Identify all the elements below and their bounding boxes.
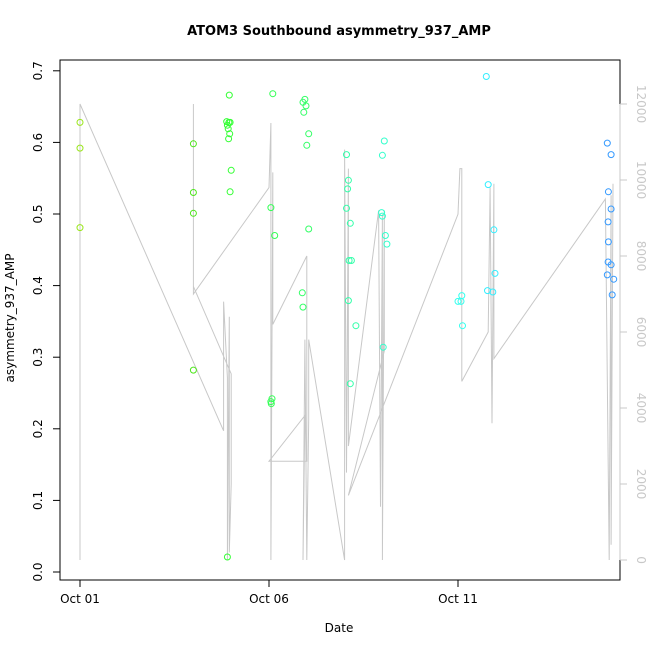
data-point (346, 219, 354, 227)
y2-tick-label: 12000 (634, 85, 648, 123)
data-point (457, 297, 465, 305)
y2-tick-label: 6000 (634, 317, 648, 348)
y2-tick-label: 10000 (634, 161, 648, 199)
data-point (189, 209, 197, 217)
y-tick-label: 0.5 (31, 204, 45, 223)
x-tick-label: Oct 06 (249, 592, 289, 606)
data-point (303, 141, 311, 149)
data-point (604, 188, 612, 196)
data-point (269, 90, 277, 98)
data-point (378, 212, 386, 220)
data-point (608, 291, 616, 299)
data-point (383, 240, 391, 248)
data-point (344, 297, 352, 305)
y-tick-label: 0.4 (31, 276, 45, 295)
y2-tick-label: 2000 (634, 469, 648, 500)
series-line-path (79, 103, 614, 561)
data-point (344, 185, 352, 193)
data-point (227, 166, 235, 174)
y-axis-left: 0.0 0.1 0.2 0.3 0.4 0.5 0.6 0.7 (31, 61, 61, 582)
y-tick-label: 0.6 (31, 133, 45, 152)
x-tick-label: Oct 01 (60, 592, 100, 606)
y-tick-label: 0.7 (31, 61, 45, 80)
data-point (345, 257, 353, 264)
data-point (379, 343, 387, 351)
data-point (224, 125, 232, 133)
data-point (607, 205, 615, 213)
data-point (226, 118, 234, 126)
data-point (267, 400, 275, 408)
data-point (271, 232, 279, 239)
data-point (603, 139, 611, 147)
y2-tick-label: 8000 (634, 241, 648, 272)
y-tick-label: 0.1 (31, 491, 45, 510)
data-point (226, 188, 234, 196)
data-point (378, 151, 386, 159)
data-point (346, 380, 354, 388)
x-axis: Oct 01 Oct 06 Oct 11 (60, 579, 478, 606)
data-point (76, 118, 84, 126)
data-point (381, 232, 389, 239)
data-point (189, 366, 197, 374)
data-point (489, 288, 497, 296)
data-point (305, 130, 313, 138)
data-point (607, 261, 615, 269)
data-point (305, 225, 313, 233)
data-point (454, 297, 462, 305)
data-point (482, 73, 490, 80)
data-point (380, 137, 388, 145)
y-axis-right: 0 2000 4000 6000 8000 10000 12000 (619, 85, 648, 564)
data-point (76, 144, 84, 152)
data-point (604, 238, 612, 246)
y-tick-label: 0.3 (31, 348, 45, 367)
data-point (603, 271, 611, 279)
y-axis-label: asymmetry_937_AMP (3, 254, 17, 383)
data-point (484, 181, 492, 189)
y-tick-label: 0.2 (31, 419, 45, 438)
points-series (76, 73, 618, 561)
data-point (225, 135, 233, 143)
data-point (343, 151, 350, 159)
data-point (378, 209, 386, 217)
data-point (459, 322, 466, 330)
data-point (226, 130, 234, 138)
line-series (79, 103, 614, 561)
chart-title: ATOM3 Southbound asymmetry_937_AMP (187, 24, 491, 39)
data-point (343, 204, 350, 212)
data-point (299, 303, 307, 311)
data-point (298, 289, 306, 297)
data-point (267, 204, 275, 212)
data-point (604, 218, 612, 226)
data-point (491, 269, 499, 277)
data-point (302, 102, 310, 110)
data-point (352, 322, 360, 330)
data-point (223, 553, 231, 561)
y-tick-label: 0.0 (31, 562, 45, 581)
x-axis-label: Date (325, 621, 354, 635)
data-point (189, 140, 197, 148)
data-point (347, 257, 355, 264)
data-point (607, 151, 615, 159)
data-point (490, 226, 498, 234)
y2-tick-label: 4000 (634, 393, 648, 424)
x-tick-label: Oct 11 (438, 592, 478, 606)
data-point (300, 108, 308, 116)
data-point (76, 224, 84, 232)
data-point (610, 275, 618, 283)
data-point (189, 189, 197, 196)
data-point (344, 176, 352, 184)
y2-tick-label: 0 (634, 556, 648, 564)
data-point (225, 91, 233, 99)
